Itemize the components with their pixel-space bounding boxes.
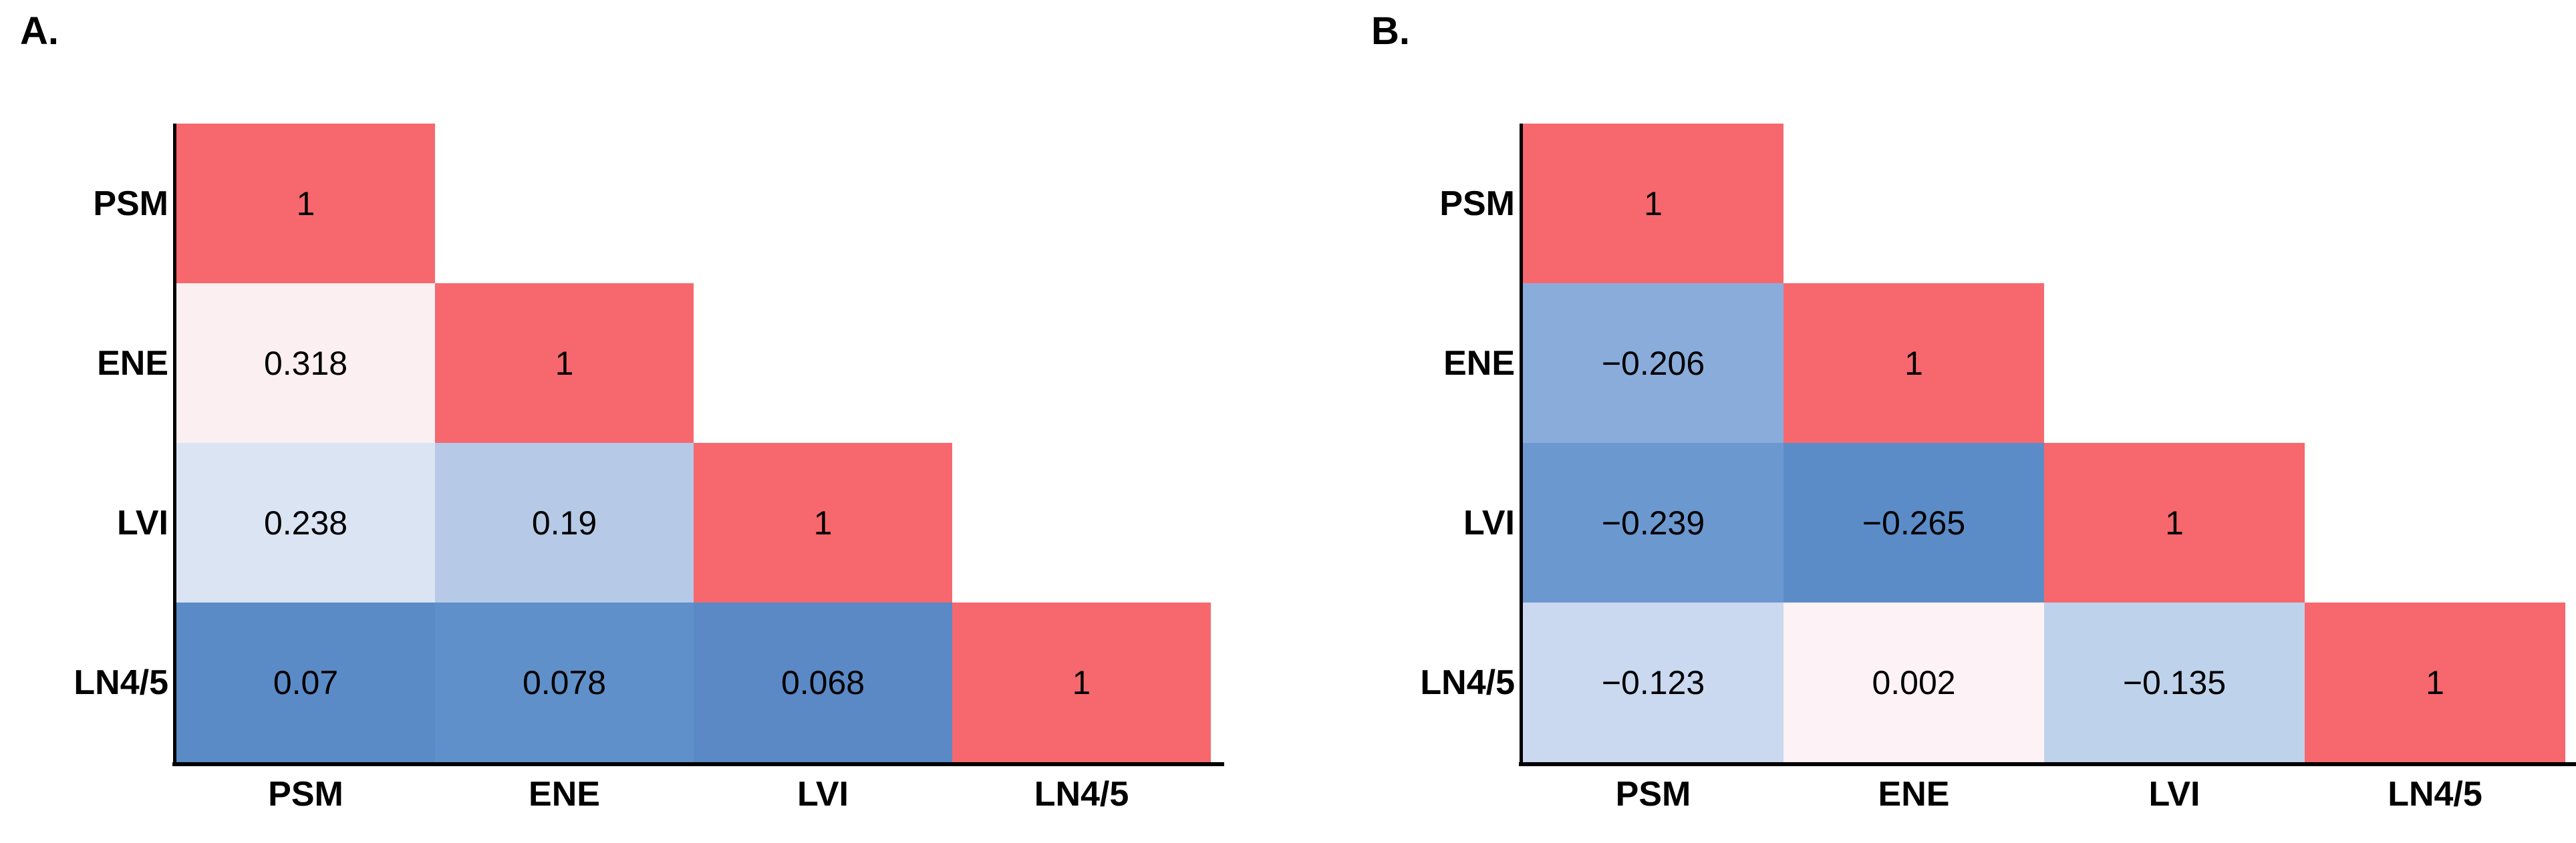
x-tick-label: LN4/5 bbox=[2388, 775, 2482, 814]
y-axis-line bbox=[173, 124, 176, 766]
matrix-cell: 0.19 bbox=[435, 443, 694, 603]
panel-b-label: B. bbox=[1371, 9, 1410, 53]
matrix-cell: −0.265 bbox=[1783, 443, 2044, 603]
matrix-cell: 1 bbox=[176, 124, 435, 283]
matrix-cell: 0.07 bbox=[176, 603, 435, 762]
panel-a-label: A. bbox=[20, 9, 59, 53]
x-tick-label: PSM bbox=[1615, 775, 1691, 814]
matrix-cell: −0.123 bbox=[1523, 603, 1783, 762]
x-tick-label: ENE bbox=[1878, 775, 1950, 814]
matrix-cell: 1 bbox=[435, 283, 694, 443]
y-tick-label: ENE bbox=[1443, 343, 1515, 383]
matrix-cell: 1 bbox=[952, 603, 1211, 762]
matrix-cell: 0.078 bbox=[435, 603, 694, 762]
x-axis-line bbox=[172, 762, 1224, 766]
x-tick-label: LN4/5 bbox=[1034, 775, 1129, 814]
matrix-cell: 1 bbox=[2044, 443, 2305, 603]
y-tick-label: ENE bbox=[97, 343, 168, 383]
matrix-cell: −0.239 bbox=[1523, 443, 1783, 603]
x-tick-label: LVI bbox=[797, 775, 849, 814]
y-tick-label: LVI bbox=[1463, 503, 1515, 542]
matrix-cell: 0.318 bbox=[176, 283, 435, 443]
matrix-cell: 0.068 bbox=[694, 603, 952, 762]
y-tick-label: PSM bbox=[1439, 184, 1515, 223]
matrix-cell: 1 bbox=[2305, 603, 2565, 762]
matrix-cell: 1 bbox=[1783, 283, 2044, 443]
y-tick-label: PSM bbox=[93, 184, 168, 223]
matrix-cell: 1 bbox=[694, 443, 952, 603]
x-tick-label: LVI bbox=[2148, 775, 2200, 814]
matrix-cell: −0.135 bbox=[2044, 603, 2305, 762]
x-tick-label: ENE bbox=[529, 775, 600, 814]
x-axis-line bbox=[1519, 762, 2576, 766]
y-axis-line bbox=[1520, 124, 1523, 766]
matrix-cell: 0.002 bbox=[1783, 603, 2044, 762]
matrix-cell: 0.238 bbox=[176, 443, 435, 603]
y-tick-label: LVI bbox=[116, 503, 168, 542]
x-tick-label: PSM bbox=[268, 775, 343, 814]
matrix-cell: 1 bbox=[1523, 124, 1783, 283]
y-tick-label: LN4/5 bbox=[74, 663, 168, 702]
matrix-cell: −0.206 bbox=[1523, 283, 1783, 443]
y-tick-label: LN4/5 bbox=[1420, 663, 1515, 702]
